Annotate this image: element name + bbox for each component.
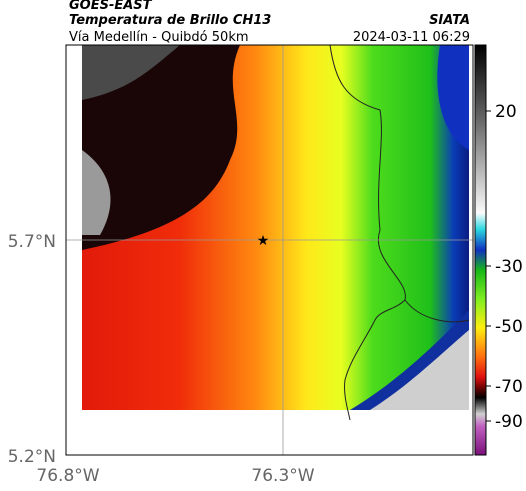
colorbar-label: -50 xyxy=(495,317,523,337)
colorbar-label: -90 xyxy=(495,412,523,432)
frame xyxy=(65,44,474,456)
date: 2024-03-11 06:29 xyxy=(353,30,470,45)
colorbar: 20 -30 -50 -70 -90 xyxy=(474,44,523,456)
org: SIATA xyxy=(429,13,470,28)
coastline xyxy=(329,44,470,421)
colorbar-label: -70 xyxy=(495,377,523,397)
x-tick-label: 76.8°W xyxy=(36,466,99,486)
axes: 5.7°N 5.2°N 76.8°W 76.3°W xyxy=(8,232,315,486)
colorbar-label: -30 xyxy=(495,257,523,277)
cold-region xyxy=(82,45,240,250)
subtitle: Vía Medellín - Quibdó 50km xyxy=(69,30,249,45)
location-star: ★ xyxy=(257,233,270,249)
cold-region xyxy=(82,45,180,100)
header: GOES-EAST Temperatura de Brillo CH13 SIA… xyxy=(69,0,470,45)
colorbar-ramp xyxy=(474,44,487,456)
warm-region xyxy=(370,330,469,410)
x-tick-label: 76.3°W xyxy=(251,466,314,486)
y-tick-label: 5.2°N xyxy=(8,447,56,467)
title: Temperatura de Brillo CH13 xyxy=(69,13,271,28)
map: ★ xyxy=(65,44,474,456)
cold-region xyxy=(82,150,111,235)
warm-region xyxy=(437,45,469,150)
colorbar-label: 20 xyxy=(495,102,517,122)
source: GOES-EAST xyxy=(69,0,153,13)
y-tick-label: 5.7°N xyxy=(8,232,56,252)
